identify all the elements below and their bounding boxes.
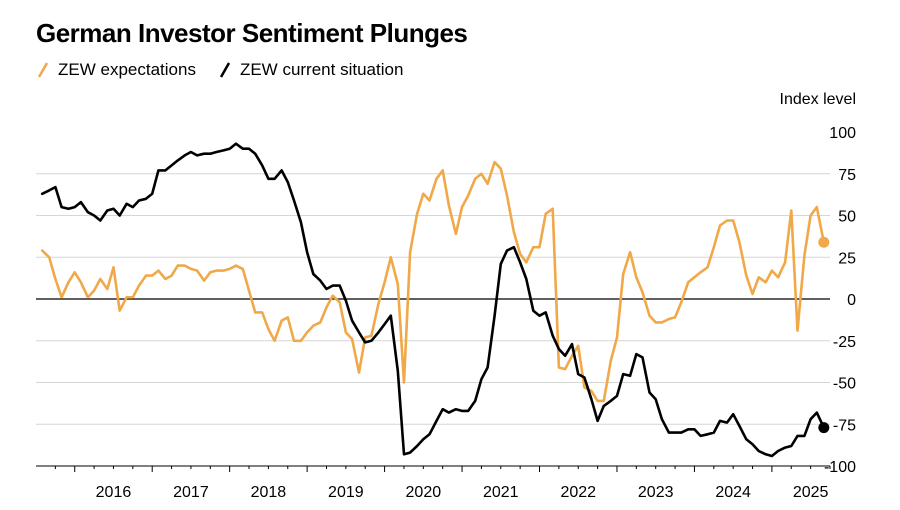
y-tick-label: -25 [833,334,856,351]
legend-label-expectations: ZEW expectations [58,60,196,79]
series-layer [40,142,830,458]
x-tick-label: 2018 [251,484,287,501]
y-axis-label: Index level [780,91,857,108]
x-tick-label: 2019 [328,484,364,501]
y-tick-label: -50 [833,376,856,393]
legend-item-expectations: ZEW expectations [36,60,196,80]
legend-item-current: ZEW current situation [218,60,403,80]
x-tick-label: 2023 [638,484,674,501]
series-line-zew-expectations [40,160,826,403]
y-tick-labels: 100 75 50 25 0 -25 -50 -75 -100 [824,125,856,476]
series-line-zew-current-situation [40,142,826,458]
chart-title: German Investor Sentiment Plunges [36,18,468,48]
x-tick-label: 2024 [715,484,751,501]
series-end-point [818,236,830,248]
y-tick-label: 50 [838,209,856,226]
y-tick-label: 25 [838,250,856,267]
y-tick-label: 75 [838,167,856,184]
legend: ZEW expectations ZEW current situation [36,60,425,80]
grid-layer [36,173,830,467]
x-tick-label: 2016 [96,484,132,501]
x-tick-label: 2021 [483,484,519,501]
x-tick-label: 2017 [173,484,209,501]
y-tick-label: 0 [847,292,856,309]
series-end-point [818,422,830,434]
legend-label-current: ZEW current situation [239,60,404,79]
x-tick-label: 2022 [560,484,596,501]
y-tick-label: -100 [824,459,856,476]
legend-swatch-current-icon [219,62,231,78]
y-tick-label: -75 [833,417,856,434]
x-axis: 2016 2017 2018 2019 2020 2021 2022 2023 2024 2025 [36,465,831,501]
legend-swatch-expectations-icon [37,62,49,78]
y-tick-label: 100 [829,125,856,142]
x-tick-label: 2020 [406,484,442,501]
x-tick-label: 2025 [793,484,829,501]
